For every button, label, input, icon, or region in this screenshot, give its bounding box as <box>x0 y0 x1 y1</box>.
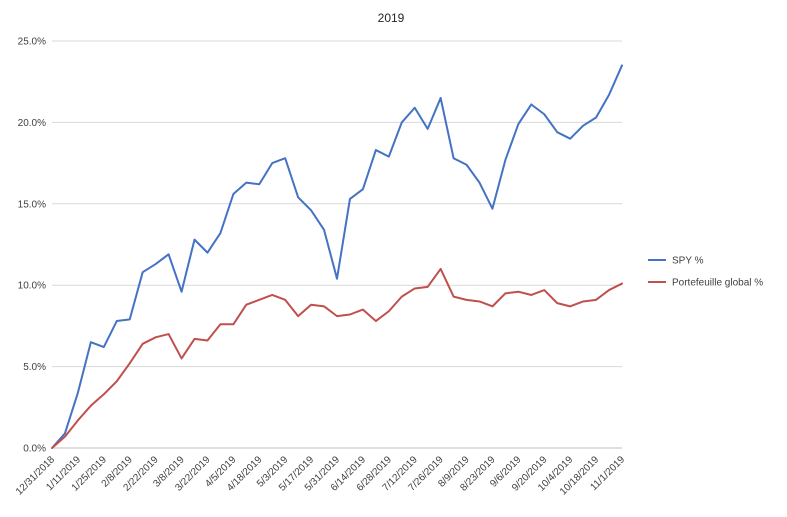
y-tick-label: 0.0% <box>23 444 46 455</box>
series-lines <box>51 64 623 449</box>
y-axis-ticks: 0.0% 5.0% 10.0% 15.0% 20.0% 25.0% <box>18 37 46 455</box>
y-tick-label: 15.0% <box>18 199 46 210</box>
legend: SPY % Portefeuille global % <box>648 256 763 289</box>
chart-title: 2019 <box>378 11 405 25</box>
y-tick-label: 5.0% <box>23 362 46 373</box>
gridlines <box>52 40 622 449</box>
series-line-1 <box>51 267 623 449</box>
legend-label: Portefeuille global % <box>672 278 763 289</box>
y-tick-label: 25.0% <box>18 37 46 48</box>
y-tick-label: 20.0% <box>18 118 46 129</box>
y-tick-label: 10.0% <box>18 281 46 292</box>
legend-label: SPY % <box>672 256 704 267</box>
series-line-0 <box>51 64 623 449</box>
